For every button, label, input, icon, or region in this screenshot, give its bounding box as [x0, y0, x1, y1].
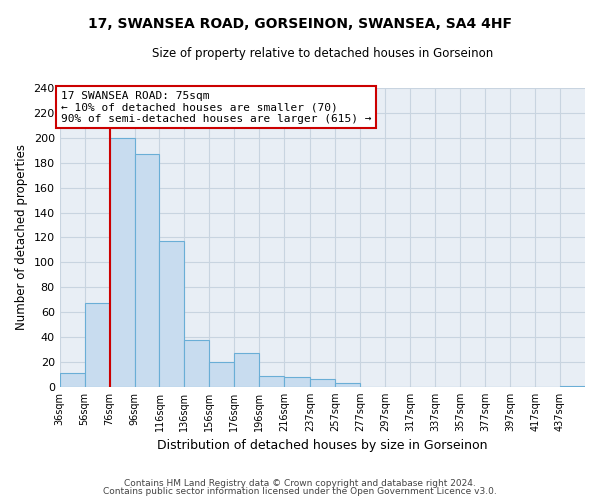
Y-axis label: Number of detached properties: Number of detached properties: [15, 144, 28, 330]
Bar: [85, 304, 110, 387]
Text: 17, SWANSEA ROAD, GORSEINON, SWANSEA, SA4 4HF: 17, SWANSEA ROAD, GORSEINON, SWANSEA, SA…: [88, 18, 512, 32]
Bar: [310, 380, 335, 387]
Bar: [560, 386, 585, 387]
X-axis label: Distribution of detached houses by size in Gorseinon: Distribution of detached houses by size …: [157, 440, 488, 452]
Bar: [209, 362, 235, 387]
Title: Size of property relative to detached houses in Gorseinon: Size of property relative to detached ho…: [152, 48, 493, 60]
Bar: [284, 377, 310, 387]
Bar: [335, 383, 361, 387]
Bar: [235, 353, 259, 387]
Bar: [59, 373, 85, 387]
Text: Contains public sector information licensed under the Open Government Licence v3: Contains public sector information licen…: [103, 487, 497, 496]
Bar: [160, 241, 184, 387]
Bar: [184, 340, 209, 387]
Bar: [110, 138, 134, 387]
Bar: [259, 376, 284, 387]
Text: 17 SWANSEA ROAD: 75sqm
← 10% of detached houses are smaller (70)
90% of semi-det: 17 SWANSEA ROAD: 75sqm ← 10% of detached…: [61, 90, 371, 124]
Text: Contains HM Land Registry data © Crown copyright and database right 2024.: Contains HM Land Registry data © Crown c…: [124, 478, 476, 488]
Bar: [134, 154, 160, 387]
